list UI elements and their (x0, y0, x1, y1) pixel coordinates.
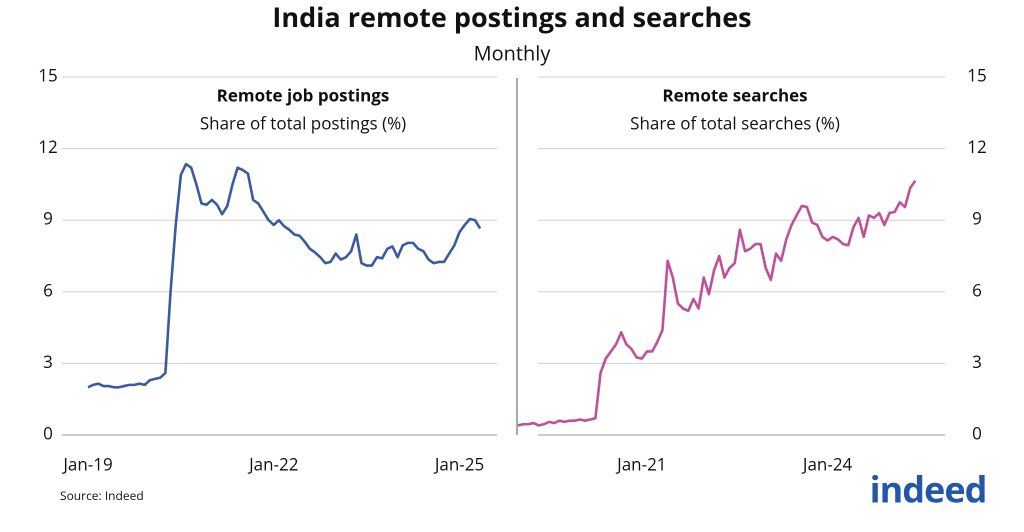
panel-title: Remote job postings (217, 84, 390, 107)
x-tick-label: Jan-19 (61, 453, 112, 476)
chart-subtitle: Monthly (474, 39, 552, 66)
y-tick-label: 0 (43, 422, 53, 445)
y-tick-label: 12 (967, 135, 986, 158)
x-tick-label: Jan-22 (247, 453, 298, 476)
logo: indeed (870, 465, 987, 514)
panel-subtitle: Share of total searches (%) (630, 112, 840, 135)
y-tick-label: 9 (972, 207, 982, 230)
y-tick-label: 12 (38, 135, 57, 158)
y-tick-label: 6 (972, 278, 982, 301)
y-tick-label: 6 (43, 278, 53, 301)
panel-title: Remote searches (662, 84, 807, 107)
panel-subtitle: Share of total postings (%) (200, 112, 406, 135)
y-tick-label: 0 (972, 422, 982, 445)
y-tick-label: 3 (972, 350, 982, 373)
source-note: Source: Indeed (60, 487, 144, 504)
x-tick-label: Jan-24 (801, 453, 853, 476)
chart-title: India remote postings and searches (272, 0, 751, 35)
data-line (517, 180, 917, 427)
data-line (87, 162, 482, 389)
x-tick-label: Jan-21 (615, 453, 666, 476)
x-tick-label: Jan-25 (433, 453, 484, 476)
y-tick-label: 15 (967, 64, 986, 87)
y-tick-label: 15 (38, 64, 57, 87)
y-tick-label: 3 (43, 350, 53, 373)
y-tick-label: 9 (43, 207, 53, 230)
